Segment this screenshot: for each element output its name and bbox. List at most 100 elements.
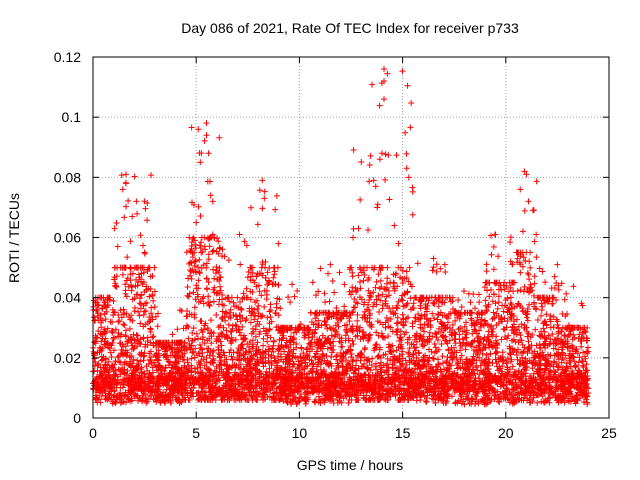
data-point [100,353,107,360]
data-point [145,361,152,368]
data-point [272,309,279,316]
data-point [151,288,158,295]
data-point [115,311,122,318]
data-point [219,308,226,315]
data-point [192,241,199,248]
data-point [236,357,243,364]
data-point [183,249,190,256]
data-point [188,243,195,250]
data-point [270,338,277,345]
data-point [134,210,141,217]
data-point [206,301,213,308]
data-point [275,346,282,353]
data-point [105,369,112,376]
data-point [228,364,235,371]
data-point [269,383,276,390]
data-point [254,221,261,228]
data-point [220,369,227,376]
data-point [191,304,198,311]
data-point [94,310,101,317]
data-point [249,269,256,276]
data-point [216,274,223,281]
data-point [140,311,147,318]
data-point [152,313,159,320]
data-point [215,350,222,357]
data-point [220,324,227,331]
data-point [178,372,185,379]
data-point [131,173,138,180]
data-point [171,376,178,383]
data-point [218,357,225,364]
data-point [227,382,234,389]
data-point [162,364,169,371]
data-point [92,340,99,347]
data-point [205,366,212,373]
data-point [127,358,134,365]
data-point [215,324,222,331]
data-point [302,332,309,339]
data-point [119,392,126,399]
data-point [167,390,174,397]
data-point [113,273,120,280]
data-point [147,316,154,323]
data-point [156,350,163,357]
data-point [131,295,138,302]
data-point [138,349,145,356]
data-point [216,245,223,252]
data-point [200,334,207,341]
data-point [130,356,137,363]
data-point [206,178,213,185]
data-point [195,298,202,305]
data-point [146,356,153,363]
data-point [182,325,189,332]
data-point [153,344,160,351]
data-point [220,349,227,356]
data-point [263,328,270,335]
data-point [220,392,227,399]
data-point [175,358,182,365]
data-point [192,257,199,264]
data-point [211,275,218,282]
data-point [226,298,233,305]
data-point [195,369,202,376]
data-point [115,354,122,361]
data-point [242,317,249,324]
data-point [203,354,210,361]
data-point [247,288,254,295]
data-point [148,172,155,179]
data-point [91,350,98,357]
data-point [189,254,196,261]
data-point [135,308,142,315]
data-point [238,306,245,313]
data-point [264,281,271,288]
data-point [113,220,120,227]
data-point [162,394,169,401]
data-point [222,295,229,302]
data-point [92,383,99,390]
data-point [104,302,111,309]
data-point [158,367,165,374]
data-point [272,206,279,213]
data-point [230,349,237,356]
data-point [134,372,141,379]
data-point [229,378,236,385]
data-point [123,310,130,317]
data-point [189,329,196,336]
data-point [97,330,104,337]
data-point [288,370,295,377]
data-point [270,394,277,401]
data-point [273,367,280,374]
data-point [261,377,268,384]
data-point [110,297,117,304]
data-point [143,283,150,290]
data-point [253,283,260,290]
data-point [239,341,246,348]
data-point [225,321,232,328]
data-point [198,265,205,272]
data-point [195,389,202,396]
data-point [273,324,280,331]
data-point [118,172,125,179]
data-point [170,392,177,399]
data-point [136,274,143,281]
data-point [112,282,119,289]
